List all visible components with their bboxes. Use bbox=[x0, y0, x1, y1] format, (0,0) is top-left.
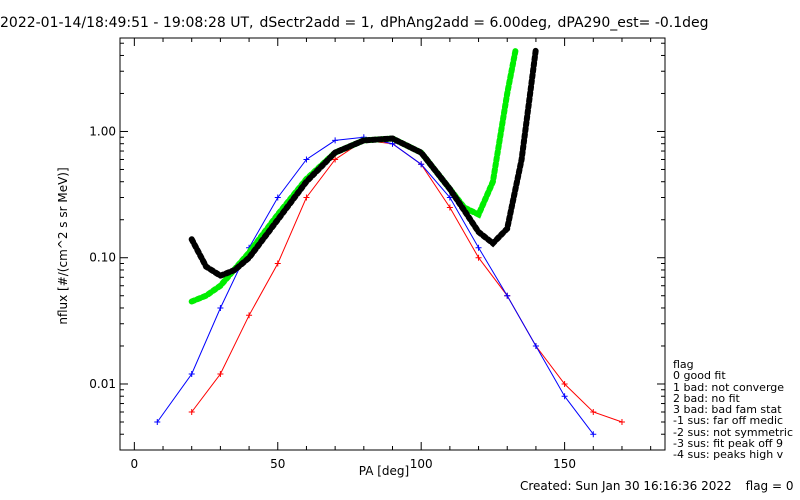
y-tick-label: 1.00 bbox=[89, 124, 116, 138]
fit-curve-3 bbox=[188, 46, 539, 280]
fit-layer bbox=[188, 46, 539, 305]
legend-item: -1 sus: far off medic bbox=[673, 414, 784, 428]
x-tick-label: 100 bbox=[410, 457, 433, 471]
data-point bbox=[446, 194, 453, 201]
data-point bbox=[532, 342, 539, 349]
title-time-range: 2022-01-14/18:49:51 - 19:08:28 UT, bbox=[0, 15, 254, 31]
data-point bbox=[332, 156, 339, 163]
plot-title: 2022-01-14/18:49:51 - 19:08:28 UT, dSectr… bbox=[0, 15, 800, 31]
data-point bbox=[590, 408, 597, 415]
legend-title: flag bbox=[673, 358, 694, 371]
trace-line-0 bbox=[191, 139, 623, 423]
plot-frame bbox=[119, 37, 666, 451]
x-tick-label: 150 bbox=[553, 457, 576, 471]
x-tick-label: 50 bbox=[270, 457, 285, 471]
data-point bbox=[418, 161, 425, 168]
y-tick-label: 0.01 bbox=[89, 377, 116, 391]
data-point bbox=[154, 418, 161, 425]
y-axis-label: nflux [#/(cm^2 s sr MeV)] bbox=[56, 167, 70, 325]
data-point bbox=[475, 254, 482, 261]
flag-value: flag = 0 bbox=[745, 479, 794, 493]
y-tick-label: 0.10 bbox=[89, 251, 116, 265]
flag-legend: flag 0 good fit 1 bad: not converge 2 ba… bbox=[673, 359, 793, 461]
data-point bbox=[618, 418, 625, 425]
legend-item: 1 bad: not converge bbox=[673, 380, 785, 394]
data-point bbox=[217, 370, 224, 377]
data-point bbox=[475, 244, 482, 251]
footer: Created: Sun Jan 30 16:16:36 2022 flag = … bbox=[520, 479, 800, 493]
x-tick-label: 0 bbox=[131, 457, 139, 471]
data-point bbox=[303, 194, 310, 201]
data-point bbox=[274, 260, 281, 267]
data-point bbox=[446, 204, 453, 211]
legend-item: -3 sus: fit peak off 9 bbox=[673, 437, 783, 451]
data-point bbox=[561, 380, 568, 387]
data-point bbox=[217, 304, 224, 311]
legend-item: -2 sus: not symmetric bbox=[673, 425, 793, 439]
title-sectr: dSectr2add = 1, bbox=[259, 15, 375, 31]
legend-item: -4 sus: peaks high v bbox=[673, 448, 784, 462]
title-pa290: dPA290_est= -0.1deg bbox=[557, 15, 709, 31]
legend-item: 0 good fit bbox=[673, 369, 726, 383]
x-axis-label: PA [deg] bbox=[358, 464, 410, 478]
data-point bbox=[303, 156, 310, 163]
data-point bbox=[561, 393, 568, 400]
legend-item: 3 bad: bad fam stat bbox=[673, 403, 782, 417]
axes-layer: 0 50 100 150 0.01 0.10 1.00 bbox=[89, 38, 665, 471]
created-timestamp: Created: Sun Jan 30 16:16:36 2022 bbox=[520, 479, 732, 493]
data-point bbox=[332, 137, 339, 144]
data-point bbox=[590, 431, 597, 438]
data-point bbox=[504, 292, 511, 299]
trace-layer bbox=[154, 134, 625, 438]
data-point bbox=[188, 370, 195, 377]
data-point bbox=[246, 312, 253, 319]
title-phang: dPhAng2add = 6.00deg, bbox=[380, 15, 552, 31]
data-point bbox=[274, 194, 281, 201]
legend-item: 2 bad: no fit bbox=[673, 391, 740, 405]
data-point bbox=[188, 408, 195, 415]
